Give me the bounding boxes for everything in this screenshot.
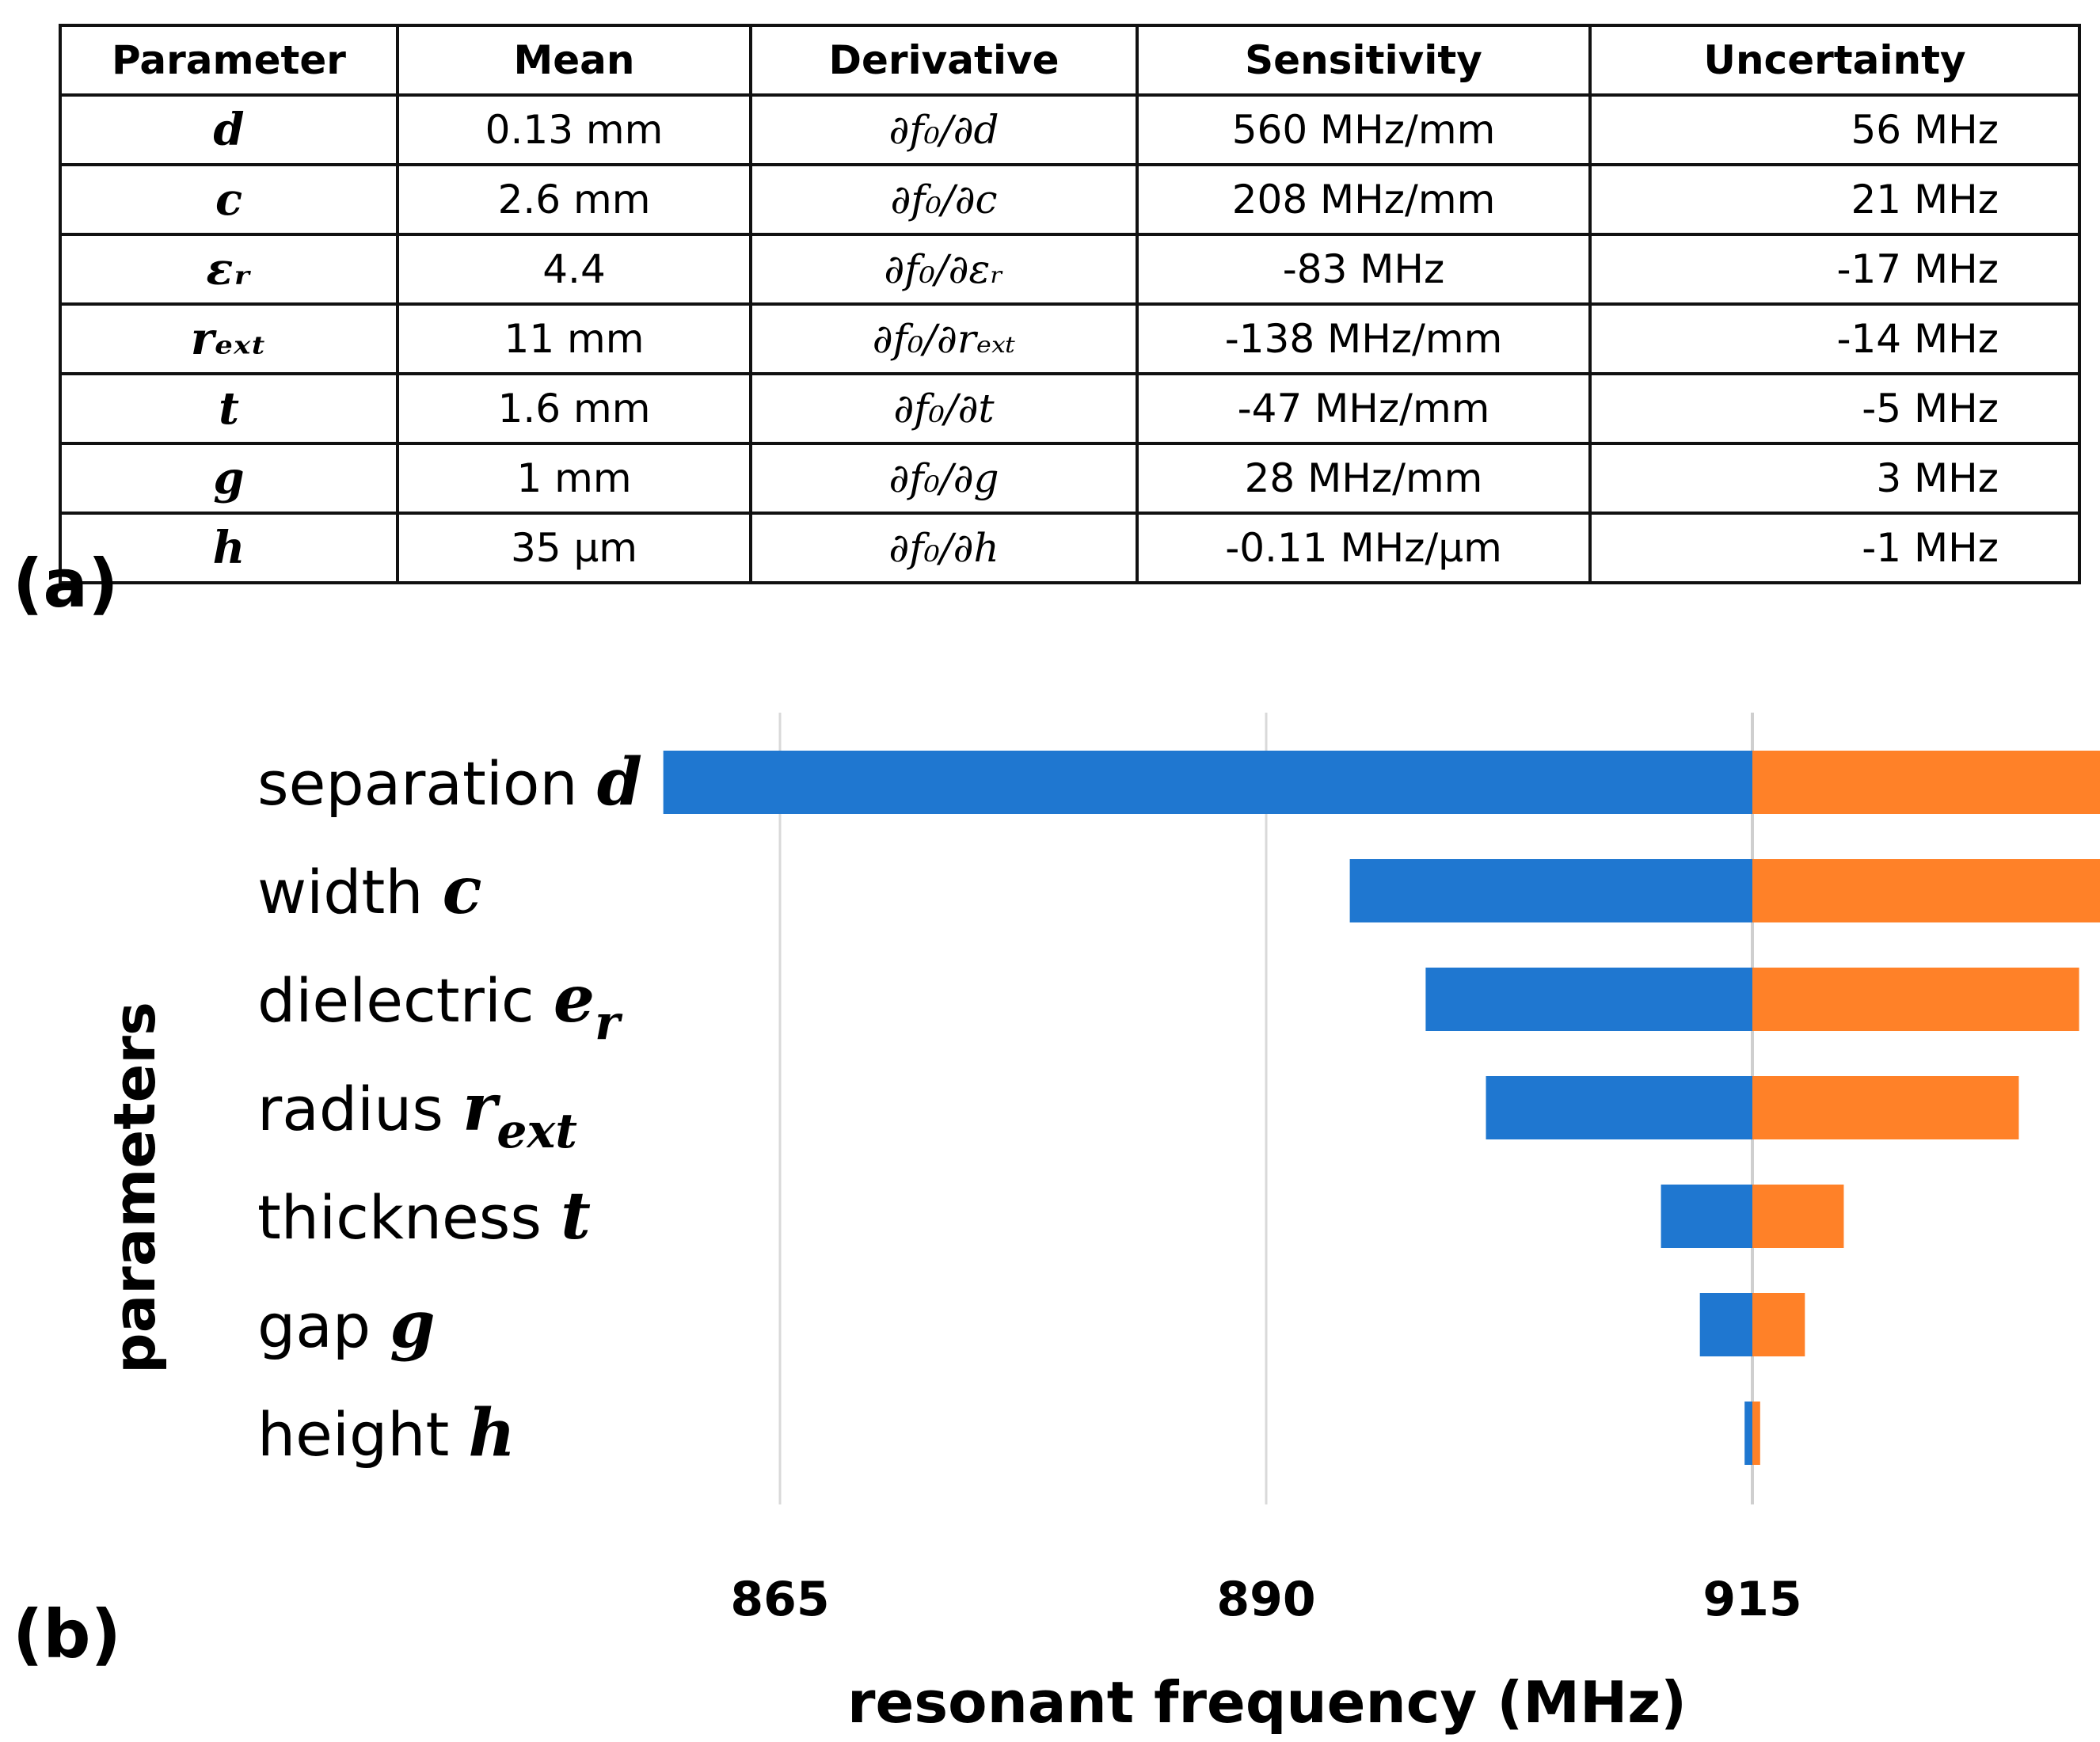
- category-label: separation d: [257, 744, 642, 820]
- bar-low: [1349, 859, 1752, 922]
- x-tick-label: 915: [1702, 1572, 1801, 1627]
- table-cell: ∂f₀/∂h: [749, 512, 1139, 584]
- bar-low: [1699, 1293, 1752, 1356]
- table-cell: -83 MHz: [1136, 233, 1592, 306]
- table-cell: -5 MHz: [1588, 372, 2081, 445]
- table-cell: 208 MHz/mm: [1136, 163, 1592, 236]
- table-cell: 560 MHz/mm: [1136, 93, 1592, 166]
- x-axis-title: resonant frequency (MHz): [847, 1669, 1687, 1736]
- x-tick-label: 890: [1216, 1572, 1315, 1627]
- category-label: height h: [257, 1395, 515, 1471]
- table-cell: ∂f₀/∂t: [749, 372, 1139, 445]
- table-cell: ∂f₀/∂g: [749, 442, 1139, 515]
- panel-a-label: (a): [13, 545, 119, 622]
- header-sensitivity: Sensitivity: [1136, 24, 1592, 97]
- table-row: t 1.6 mm ∂f₀/∂t -47 MHz/mm -5 MHz: [59, 372, 2081, 445]
- panel-b-label: (b): [13, 1596, 121, 1673]
- table-cell: 1 mm: [396, 442, 752, 515]
- table-cell: -0.11 MHz/μm: [1136, 512, 1592, 584]
- table-cell: 3 MHz: [1588, 442, 2081, 515]
- bar-high: [1752, 1185, 1844, 1248]
- tornado-chart: separation d width c dielectric er radius r…: [101, 713, 2100, 1736]
- bar-low: [663, 751, 1752, 814]
- category-label: gap g: [257, 1287, 436, 1363]
- table-cell: -17 MHz: [1588, 233, 2081, 306]
- parameter-table: Parameter Mean Derivative Sensitivity Un…: [59, 24, 2081, 584]
- bar-low: [1744, 1402, 1752, 1465]
- table-cell: ∂f₀/∂d: [749, 93, 1139, 166]
- table-cell: -47 MHz/mm: [1136, 372, 1592, 445]
- header-derivative: Derivative: [749, 24, 1139, 97]
- table-cell: h: [59, 512, 399, 584]
- header-parameter: Parameter: [59, 24, 399, 97]
- bar-high: [1752, 751, 2100, 814]
- table-cell: ∂f₀/∂c: [749, 163, 1139, 236]
- bar-high: [1752, 859, 2100, 922]
- table-row: rₑₓₜ 11 mm ∂f₀/∂rₑₓₜ -138 MHz/mm -14 MHz: [59, 302, 2081, 375]
- table-cell: c: [59, 163, 399, 236]
- category-label: dielectric er: [257, 961, 623, 1051]
- table-cell: 0.13 mm: [396, 93, 752, 166]
- table-cell: εᵣ: [59, 233, 399, 306]
- bar-high: [1752, 1402, 1760, 1465]
- table-cell: ∂f₀/∂εᵣ: [749, 233, 1139, 306]
- table-cell: d: [59, 93, 399, 166]
- bar-high: [1752, 1076, 2019, 1139]
- bar-high: [1752, 1293, 1805, 1356]
- table-row: εᵣ 4.4 ∂f₀/∂εᵣ -83 MHz -17 MHz: [59, 233, 2081, 306]
- table-cell: 11 mm: [396, 302, 752, 375]
- category-label: radius rext: [257, 1070, 577, 1159]
- table-cell: ∂f₀/∂rₑₓₜ: [749, 302, 1139, 375]
- y-axis-title: parameters: [101, 1002, 168, 1374]
- table-cell: rₑₓₜ: [59, 302, 399, 375]
- table-row: g 1 mm ∂f₀/∂g 28 MHz/mm 3 MHz: [59, 442, 2081, 515]
- table-cell: 21 MHz: [1588, 163, 2081, 236]
- bar-high: [1752, 968, 2079, 1031]
- x-tick-label: 865: [730, 1572, 829, 1627]
- header-uncertainty: Uncertainty: [1588, 24, 2081, 97]
- bar-low: [1486, 1076, 1752, 1139]
- bar-low: [1425, 968, 1752, 1031]
- table-cell: 2.6 mm: [396, 163, 752, 236]
- table-cell: -1 MHz: [1588, 512, 2081, 584]
- table-row: c 2.6 mm ∂f₀/∂c 208 MHz/mm 21 MHz: [59, 163, 2081, 236]
- table-cell: 56 MHz: [1588, 93, 2081, 166]
- table-cell: g: [59, 442, 399, 515]
- table-cell: -14 MHz: [1588, 302, 2081, 375]
- category-label: width c: [257, 853, 482, 929]
- table-cell: 4.4: [396, 233, 752, 306]
- table-row: h 35 μm ∂f₀/∂h -0.11 MHz/μm -1 MHz: [59, 512, 2081, 584]
- table-header-row: Parameter Mean Derivative Sensitivity Un…: [59, 24, 2081, 97]
- bar-low: [1661, 1185, 1752, 1248]
- table-cell: 28 MHz/mm: [1136, 442, 1592, 515]
- header-mean: Mean: [396, 24, 752, 97]
- table-cell: t: [59, 372, 399, 445]
- table-cell: 1.6 mm: [396, 372, 752, 445]
- table-row: d 0.13 mm ∂f₀/∂d 560 MHz/mm 56 MHz: [59, 93, 2081, 166]
- category-label: thickness t: [257, 1178, 591, 1254]
- table-cell: -138 MHz/mm: [1136, 302, 1592, 375]
- table-cell: 35 μm: [396, 512, 752, 584]
